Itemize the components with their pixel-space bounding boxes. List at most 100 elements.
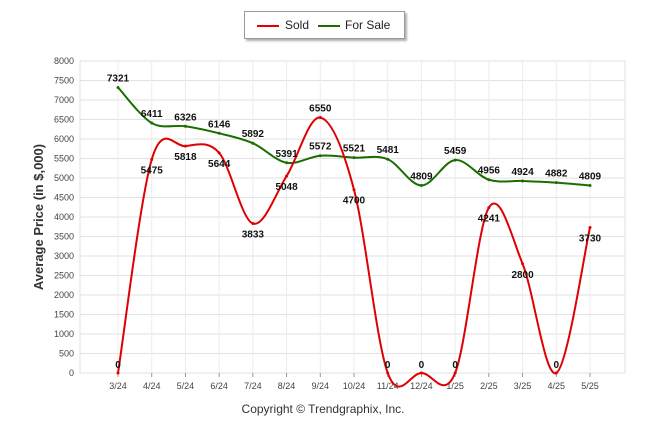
chart-legend: Sold For Sale: [244, 11, 405, 39]
data-label-sold: 4700: [343, 196, 366, 207]
x-tick-label: 9/24: [312, 381, 330, 391]
data-point-for-sale: [386, 157, 390, 161]
y-tick-label: 4000: [54, 212, 74, 222]
x-tick-label: 6/24: [210, 381, 228, 391]
x-tick-label: 5/25: [581, 381, 599, 391]
data-label-sold: 5818: [174, 152, 197, 163]
data-label-sold: 5644: [208, 159, 231, 170]
data-label-sold: 0: [554, 360, 560, 371]
data-point-for-sale: [116, 85, 120, 89]
data-label-sold: 6550: [309, 104, 332, 115]
data-label-sold: 0: [419, 360, 425, 371]
y-tick-label: 5000: [54, 173, 74, 183]
chart-data-labels: 7321 0 6411 5475 6326 5818 6146 5644 5892 3833 539…: [107, 73, 602, 371]
data-label-for-sale: 6326: [174, 112, 197, 123]
data-point-for-sale: [352, 156, 356, 160]
x-tick-label: 12/24: [410, 381, 433, 391]
data-label-sold: 5475: [141, 165, 164, 176]
data-point-for-sale: [217, 131, 221, 135]
data-point-sold: [318, 116, 322, 120]
data-point-for-sale: [487, 178, 491, 182]
x-tick-label: 11/24: [377, 381, 399, 391]
data-point-sold: [251, 222, 255, 226]
y-tick-label: 500: [59, 349, 74, 359]
y-tick-label: 3500: [54, 232, 74, 242]
data-point-sold: [183, 144, 187, 148]
legend-label-sold: Sold: [285, 18, 310, 32]
x-tick-label: 4/25: [548, 381, 566, 391]
y-axis-label: Average Price (in $,000): [31, 144, 46, 290]
data-point-sold: [217, 151, 221, 155]
data-label-sold: 5048: [275, 182, 298, 193]
data-label-for-sale: 6146: [208, 119, 231, 130]
y-tick-label: 7500: [54, 76, 74, 86]
data-label-for-sale: 6411: [141, 109, 163, 120]
data-label-for-sale: 4924: [511, 167, 534, 178]
data-label-for-sale: 4809: [410, 171, 433, 182]
data-point-for-sale: [318, 154, 322, 158]
y-tick-label: 2000: [54, 290, 74, 300]
x-tick-label: 7/24: [244, 381, 262, 391]
x-tick-label: 3/24: [109, 381, 127, 391]
x-tick-label: 3/25: [514, 381, 532, 391]
chart-grid: [79, 60, 626, 374]
y-tick-label: 1500: [54, 310, 74, 320]
data-label-for-sale: 5459: [444, 146, 467, 157]
data-label-for-sale: 5892: [242, 129, 265, 140]
data-label-for-sale: 4956: [478, 166, 501, 177]
y-tick-label: 4500: [54, 193, 74, 203]
data-label-sold: 0: [115, 360, 121, 371]
y-tick-label: 5500: [54, 154, 74, 164]
y-axis-ticks: 0 500 1000 1500 2000 2500 3000 3500 4000 4500 5000…: [54, 56, 74, 378]
data-point-for-sale: [183, 124, 187, 128]
data-point-sold: [419, 371, 423, 375]
x-tick-label: 4/24: [143, 381, 161, 391]
data-point-for-sale: [251, 141, 255, 145]
y-tick-label: 0: [69, 368, 74, 378]
data-label-for-sale: 5391: [275, 149, 298, 160]
x-tick-label: 8/24: [278, 381, 296, 391]
data-label-for-sale: 4809: [579, 171, 602, 182]
data-label-sold: 3833: [242, 230, 265, 241]
data-label-for-sale: 5521: [343, 144, 366, 155]
data-label-sold: 4241: [478, 214, 501, 225]
y-tick-label: 6500: [54, 115, 74, 125]
y-tick-label: 6000: [54, 134, 74, 144]
legend-label-for-sale: For Sale: [345, 18, 391, 32]
data-point-sold: [453, 371, 457, 375]
y-tick-label: 7000: [54, 95, 74, 105]
data-point-sold: [150, 157, 154, 161]
data-point-for-sale: [588, 183, 592, 187]
y-tick-label: 2500: [54, 271, 74, 281]
chart-series-lines: [116, 85, 592, 388]
data-label-sold: 3730: [579, 234, 602, 245]
data-label-sold: 2800: [511, 270, 534, 281]
x-tick-label: 2/25: [480, 381, 498, 391]
x-tick-label: 5/24: [177, 381, 195, 391]
data-point-sold: [116, 371, 120, 375]
data-label-for-sale: 5481: [377, 145, 400, 156]
legend-swatch-sold: [257, 25, 279, 27]
data-point-sold: [352, 188, 356, 192]
y-tick-label: 3000: [54, 251, 74, 261]
data-label-sold: 0: [385, 360, 391, 371]
data-point-for-sale: [150, 121, 154, 125]
data-point-sold: [588, 226, 592, 230]
data-point-sold: [386, 371, 390, 375]
data-point-for-sale: [453, 158, 457, 162]
data-point-for-sale: [419, 183, 423, 187]
data-point-for-sale: [521, 179, 525, 183]
data-point-for-sale: [285, 161, 289, 165]
x-tick-label: 1/25: [446, 381, 464, 391]
data-label-for-sale: 4882: [545, 169, 568, 180]
y-tick-label: 1000: [54, 329, 74, 339]
data-label-for-sale: 5572: [309, 142, 332, 153]
legend-swatch-for-sale: [318, 25, 340, 27]
data-label-for-sale: 7321: [107, 73, 130, 84]
data-point-sold: [554, 371, 558, 375]
data-label-sold: 0: [452, 360, 458, 371]
data-point-sold: [487, 206, 491, 210]
x-tick-label: 10/24: [343, 381, 366, 391]
x-axis-ticks: 3/24 4/24 5/24 6/24 7/24 8/24 9/24 10/24 11/24 12…: [109, 373, 599, 391]
